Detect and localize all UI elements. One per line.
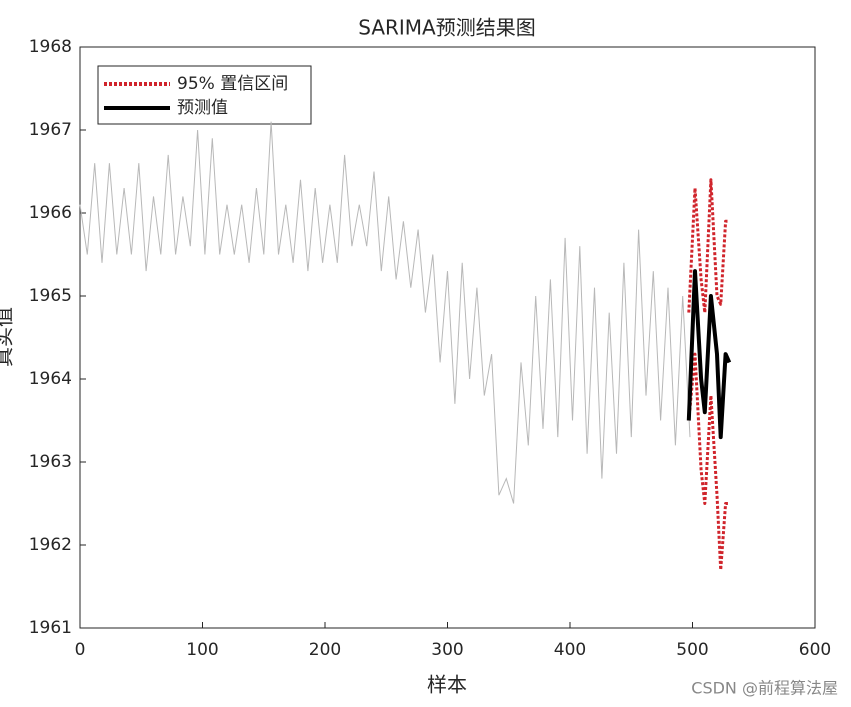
ci-upper xyxy=(687,178,730,315)
x-tick-label: 200 xyxy=(309,640,341,660)
watermark: CSDN @前程算法屋 xyxy=(691,679,838,698)
y-tick-label: 1967 xyxy=(29,120,72,140)
y-tick-label: 1963 xyxy=(29,452,72,472)
legend-label: 预测值 xyxy=(177,98,228,118)
y-axis-label: 真实值 xyxy=(0,307,16,367)
actual-line xyxy=(79,121,691,504)
chart-title: SARIMA预测结果图 xyxy=(358,16,535,40)
y-tick-label: 1961 xyxy=(29,618,72,638)
plot-area xyxy=(79,46,816,629)
x-tick-label: 300 xyxy=(431,640,463,660)
x-tick-label: 100 xyxy=(186,640,218,660)
y-tick-label: 1966 xyxy=(29,203,72,223)
legend-box xyxy=(97,65,312,125)
x-axis-label: 样本 xyxy=(427,673,467,697)
forecast-line xyxy=(686,269,732,440)
ci-lower xyxy=(687,352,730,572)
x-tick-label: 400 xyxy=(554,640,586,660)
y-tick-label: 1968 xyxy=(29,37,72,57)
x-tick-label: 600 xyxy=(799,640,831,660)
x-tick-label: 500 xyxy=(676,640,708,660)
legend-label: 95% 置信区间 xyxy=(177,74,288,94)
y-tick-label: 1964 xyxy=(29,369,72,389)
y-tick-label: 1962 xyxy=(29,535,72,555)
y-tick-label: 1965 xyxy=(29,286,72,306)
x-tick-label: 0 xyxy=(75,640,86,660)
